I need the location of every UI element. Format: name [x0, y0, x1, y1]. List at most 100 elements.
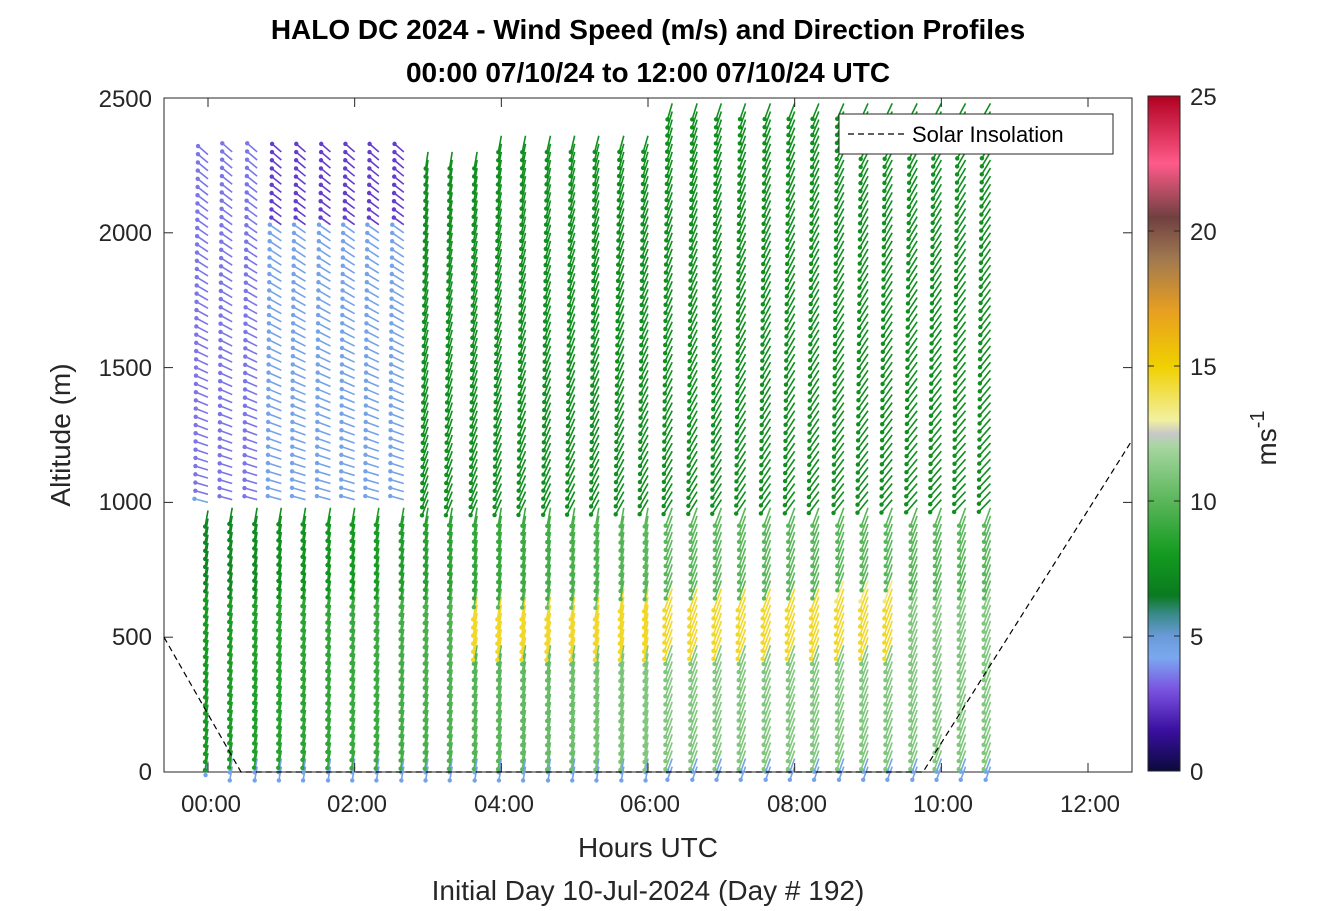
wind-arrow-head: [544, 767, 550, 772]
wind-arrow: [762, 733, 772, 754]
wind-arrow-head: [202, 695, 208, 700]
wind-arrow-head: [290, 386, 295, 392]
wind-arrow-head: [494, 287, 500, 292]
wind-arrow-head: [831, 446, 837, 451]
wind-arrow: [859, 191, 869, 208]
wind-arrow: [570, 669, 576, 689]
wind-arrow-head: [422, 547, 428, 552]
wind-arrow-head: [389, 296, 394, 301]
wind-arrow: [617, 232, 625, 249]
wind-arrow-head: [711, 390, 716, 396]
wind-arrow-head: [325, 538, 330, 543]
wind-arrow-head: [760, 318, 765, 323]
wind-arrow: [390, 322, 405, 331]
wind-arrow: [570, 693, 576, 714]
wind-arrow-head: [423, 778, 428, 783]
wind-arrow-head: [545, 556, 550, 561]
wind-arrow-head: [342, 182, 348, 188]
wind-arrow-head: [785, 197, 791, 202]
wind-arrow-head: [929, 293, 935, 298]
wind-arrow: [930, 377, 942, 393]
wind-arrow: [366, 281, 380, 291]
wind-arrow-head: [373, 693, 378, 698]
wind-arrow: [267, 429, 282, 436]
wind-arrow: [908, 191, 918, 208]
wind-arrow-head: [364, 304, 369, 310]
wind-arrow-head: [493, 391, 498, 397]
wind-arrow: [267, 462, 282, 469]
wind-arrow-head: [661, 479, 667, 485]
wind-arrow-head: [494, 303, 499, 308]
wind-arrow-head: [267, 263, 272, 268]
wind-arrow-head: [784, 318, 789, 323]
wind-arrow: [390, 371, 405, 380]
wind-arrow: [835, 612, 845, 635]
wind-arrow-head: [251, 733, 257, 738]
wind-arrow-head: [807, 438, 812, 443]
wind-arrow-head: [833, 229, 839, 234]
wind-arrow: [713, 313, 723, 330]
wind-arrow-head: [445, 319, 451, 324]
wind-arrow: [713, 297, 723, 313]
wind-arrow-head: [712, 686, 717, 691]
wind-arrow-head: [880, 341, 886, 347]
wind-arrow-head: [785, 237, 790, 243]
wind-arrow: [934, 523, 943, 543]
wind-arrow-head: [541, 472, 546, 477]
wind-arrow-head: [340, 222, 346, 227]
wind-arrow-head: [833, 608, 839, 613]
wind-arrow-head: [736, 555, 742, 561]
wind-arrow-head: [444, 440, 449, 445]
wind-arrow-head: [858, 205, 863, 210]
wind-arrow-head: [470, 287, 476, 292]
wind-arrow: [292, 322, 306, 331]
wind-arrow-head: [784, 293, 790, 299]
wind-arrow-head: [613, 504, 618, 509]
wind-arrow: [712, 402, 723, 418]
wind-arrow-head: [422, 595, 428, 601]
wind-arrow-head: [688, 726, 693, 731]
wind-arrow-head: [471, 766, 477, 772]
wind-arrow-head: [388, 386, 394, 392]
wind-arrow: [736, 442, 747, 458]
wind-arrow-head: [242, 420, 248, 425]
wind-arrow-head: [908, 637, 913, 642]
wind-arrow-head: [251, 708, 257, 714]
wind-arrow: [470, 450, 478, 468]
wind-arrow-head: [614, 455, 619, 461]
wind-arrow: [787, 556, 796, 575]
wind-arrow: [594, 701, 600, 722]
wind-arrow-head: [423, 206, 428, 212]
wind-arrow-head: [688, 547, 693, 553]
wind-arrow-head: [618, 670, 623, 676]
wind-arrow-head: [217, 395, 223, 400]
wind-arrow: [737, 669, 747, 689]
wind-arrow-head: [711, 318, 717, 323]
wind-arrow-head: [194, 307, 199, 313]
wind-arrow-head: [908, 571, 913, 577]
wind-arrow-head: [202, 759, 208, 765]
wind-arrow: [641, 192, 649, 209]
wind-arrow: [446, 353, 453, 371]
wind-arrow-head: [664, 238, 669, 243]
wind-arrow-head: [195, 168, 200, 173]
wind-arrow-head: [883, 661, 888, 667]
wind-arrow: [907, 313, 918, 329]
wind-arrow-head: [832, 430, 837, 435]
wind-arrow-head: [932, 613, 937, 618]
wind-arrow: [619, 685, 625, 706]
wind-arrow: [933, 661, 943, 681]
wind-arrow: [567, 386, 576, 403]
wind-arrow: [860, 742, 869, 762]
wind-arrow-head: [566, 391, 571, 397]
wind-arrow: [691, 143, 698, 160]
wind-arrow-head: [373, 685, 378, 690]
wind-arrow: [811, 742, 820, 762]
wind-arrow-head: [542, 399, 547, 405]
wind-arrow-head: [325, 749, 330, 755]
wind-arrow-head: [472, 778, 477, 783]
wind-arrow: [317, 339, 331, 347]
wind-arrow: [690, 232, 698, 249]
wind-arrow-head: [663, 677, 668, 683]
wind-arrow-head: [290, 353, 296, 359]
